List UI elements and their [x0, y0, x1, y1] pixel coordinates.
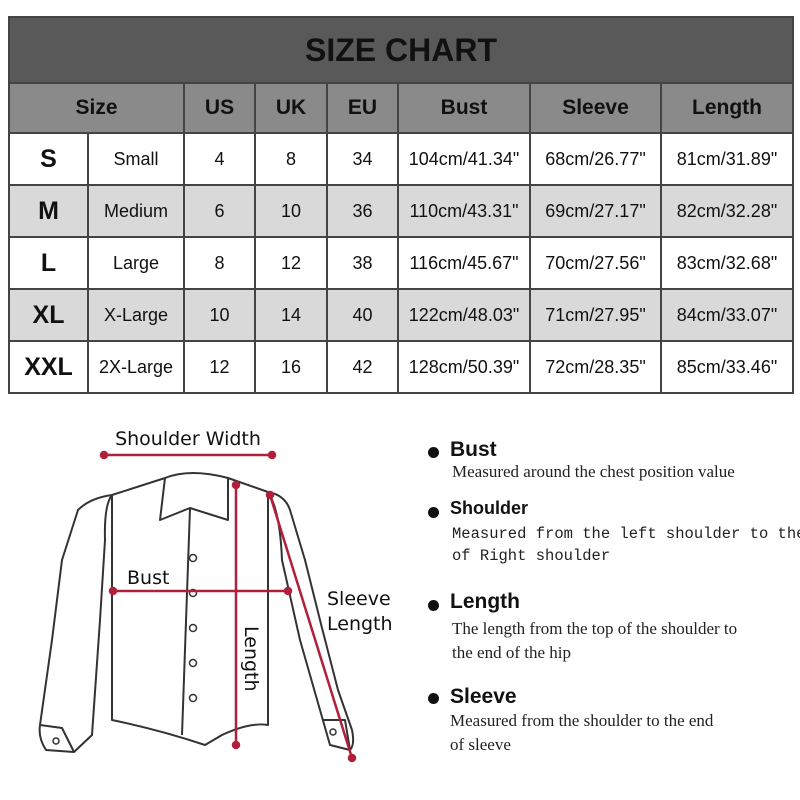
bust-value: 128cm/50.39" — [397, 340, 531, 394]
description-heading: Bust — [450, 438, 497, 461]
header-size: Size — [8, 82, 185, 134]
table-row: S Small 4 8 34 104cm/41.34" 68cm/26.77" 81cm/31… — [8, 132, 794, 186]
us-size: 12 — [183, 340, 256, 394]
sleeve-value: 70cm/27.56" — [529, 236, 662, 290]
description-text: Measured around the chest position value — [452, 462, 735, 481]
shoulder-width-label: Shoulder Width — [115, 428, 261, 450]
shirt-buttons — [52, 553, 337, 745]
measure-lines — [99, 450, 357, 763]
length-value: 81cm/31.89" — [660, 132, 794, 186]
description-heading: Shoulder — [450, 498, 529, 518]
bullet-icon — [428, 447, 439, 458]
eu-size: 42 — [326, 340, 399, 394]
size-name: 2X-Large — [87, 340, 185, 394]
table-row: XXL 2X-Large 12 16 42 128cm/50.39" 72cm/28.35"… — [8, 340, 794, 394]
description-text: the end of the hip — [452, 643, 571, 662]
description-heading: Sleeve — [450, 685, 517, 708]
uk-size: 10 — [254, 184, 328, 238]
length-value: 85cm/33.46" — [660, 340, 794, 394]
bust-value: 122cm/48.03" — [397, 288, 531, 342]
size-code: XXL — [8, 340, 89, 394]
length-description: Length The length from the top of the sh… — [428, 590, 798, 665]
size-code: S — [8, 132, 89, 186]
bust-value: 110cm/43.31" — [397, 184, 531, 238]
description-text: Measured from the shoulder to the end — [450, 711, 714, 730]
header-uk: UK — [254, 82, 328, 134]
uk-size: 14 — [254, 288, 328, 342]
size-code: XL — [8, 288, 89, 342]
sleeve-description: Sleeve Measured from the shoulder to the… — [428, 685, 798, 760]
description-text: The length from the top of the shoulder … — [452, 619, 738, 638]
eu-size: 34 — [326, 132, 399, 186]
header-length: Length — [660, 82, 794, 134]
sleeve-value: 68cm/26.77" — [529, 132, 662, 186]
size-chart-table: SIZE CHART Size US UK EU Bust Sleeve Len… — [8, 16, 794, 394]
sleeve-value: 69cm/27.17" — [529, 184, 662, 238]
bullet-icon — [428, 693, 439, 704]
size-code: L — [8, 236, 89, 290]
eu-size: 40 — [326, 288, 399, 342]
size-name: Large — [87, 236, 185, 290]
table-row: M Medium 6 10 36 110cm/43.31" 69cm/27.17" 82cm/… — [8, 184, 794, 238]
length-value: 82cm/32.28" — [660, 184, 794, 238]
length-value: 83cm/32.68" — [660, 236, 794, 290]
description-text: of Right shoulder — [452, 547, 611, 565]
size-code: M — [8, 184, 89, 238]
bust-description: Bust Measured around the chest position … — [428, 438, 798, 488]
sleeve-label-line2: Length — [327, 613, 393, 635]
size-name: Small — [87, 132, 185, 186]
header-bust: Bust — [397, 82, 531, 134]
bust-label: Bust — [127, 567, 169, 589]
description-heading: Length — [450, 590, 520, 613]
eu-size: 36 — [326, 184, 399, 238]
size-name: X-Large — [87, 288, 185, 342]
bullet-icon — [428, 600, 439, 611]
bust-value: 116cm/45.67" — [397, 236, 531, 290]
table-row: XL X-Large 10 14 40 122cm/48.03" 71cm/27.95" 84… — [8, 288, 794, 342]
size-name: Medium — [87, 184, 185, 238]
shirt-measurement-diagram: Shoulder Width Bust Length Sleeve Length — [38, 428, 393, 763]
eu-size: 38 — [326, 236, 399, 290]
bullet-icon — [428, 507, 439, 518]
us-size: 6 — [183, 184, 256, 238]
table-row: L Large 8 12 38 116cm/45.67" 70cm/27.56" 83cm/3… — [8, 236, 794, 290]
uk-size: 16 — [254, 340, 328, 394]
sleeve-label-line1: Sleeve — [327, 588, 391, 610]
description-text: Measured from the left shoulder to the — [452, 525, 800, 543]
header-sleeve: Sleeve — [529, 82, 662, 134]
uk-size: 12 — [254, 236, 328, 290]
shirt-illustration — [38, 472, 355, 753]
shoulder-description: Shoulder Measured from the left shoulder… — [428, 498, 800, 568]
sleeve-value: 72cm/28.35" — [529, 340, 662, 394]
uk-size: 8 — [254, 132, 328, 186]
header-us: US — [183, 82, 256, 134]
header-eu: EU — [326, 82, 399, 134]
us-size: 10 — [183, 288, 256, 342]
length-value: 84cm/33.07" — [660, 288, 794, 342]
us-size: 4 — [183, 132, 256, 186]
length-label: Length — [240, 626, 262, 692]
us-size: 8 — [183, 236, 256, 290]
description-text: of sleeve — [450, 735, 511, 754]
chart-title: SIZE CHART — [8, 16, 794, 84]
sleeve-value: 71cm/27.95" — [529, 288, 662, 342]
bust-value: 104cm/41.34" — [397, 132, 531, 186]
